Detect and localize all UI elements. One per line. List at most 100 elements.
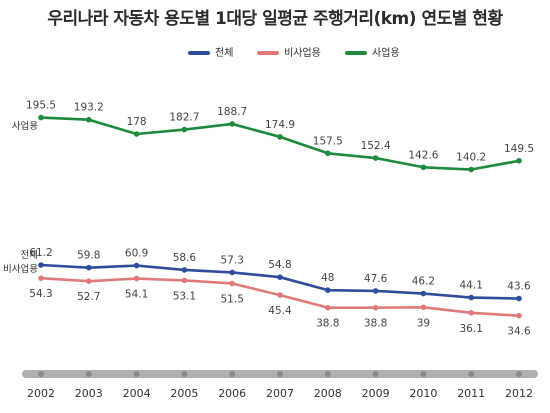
series-label-total: 전체	[21, 250, 38, 261]
data-label: 36.1	[460, 323, 483, 335]
data-point	[86, 116, 92, 123]
legend-swatch-total	[188, 51, 210, 55]
data-label: 60.9	[125, 248, 148, 260]
data-label: 178	[127, 116, 147, 128]
data-point	[420, 290, 427, 297]
data-point	[372, 288, 379, 294]
data-point	[229, 280, 235, 287]
data-point	[38, 114, 44, 121]
x-tick-label: 2006	[218, 387, 246, 400]
x-axis: 2002 2003 2004 2005 2006 2007 2008 2009 2010 2011…	[22, 370, 538, 400]
chart-legend: 전체 비사업용 사업용	[0, 44, 550, 60]
data-point	[86, 264, 92, 271]
x-tick-mark	[516, 371, 522, 377]
data-label: 46.2	[412, 276, 435, 288]
data-label: 188.7	[217, 106, 247, 118]
x-tick-label: 2002	[27, 387, 55, 400]
data-label: 149.5	[504, 143, 534, 155]
data-label: 38.8	[316, 318, 339, 330]
data-label: 195.5	[26, 100, 56, 112]
data-label: 43.6	[507, 281, 531, 293]
data-label: 54.3	[29, 288, 52, 300]
x-tick-mark	[277, 371, 283, 377]
x-tick-mark	[38, 371, 44, 377]
data-label: 152.4	[361, 140, 391, 152]
legend-swatch-business	[345, 51, 367, 55]
data-label: 182.7	[169, 112, 199, 124]
legend-item-nonbusiness: 비사업용	[257, 44, 321, 59]
x-tick-label: 2009	[362, 387, 390, 400]
chart-title: 우리나라 자동차 용도별 1대당 일평균 주행거리(km) 연도별 현황	[47, 9, 503, 29]
data-point	[277, 274, 283, 280]
data-label: 47.6	[364, 273, 388, 285]
data-point	[516, 295, 522, 302]
data-label: 51.5	[221, 293, 244, 305]
data-label: 52.7	[77, 291, 100, 303]
legend-label-business: 사업용	[372, 48, 400, 59]
data-label: 59.8	[77, 250, 100, 262]
data-point	[420, 164, 427, 171]
x-tick-mark	[181, 371, 188, 377]
data-label: 44.1	[460, 280, 483, 292]
data-point	[229, 121, 235, 127]
data-label: 157.5	[313, 135, 343, 147]
data-point	[325, 304, 331, 311]
data-point	[133, 131, 140, 137]
x-tick-mark	[229, 371, 236, 377]
data-point	[420, 304, 427, 311]
x-tick-label: 2005	[170, 387, 198, 400]
data-point	[468, 310, 475, 316]
data-label: 54.1	[125, 289, 148, 301]
x-tick-label: 2004	[123, 387, 151, 400]
data-point	[516, 312, 522, 319]
data-label: 39	[417, 317, 430, 329]
legend-swatch-nonbusiness	[257, 51, 279, 55]
data-point	[181, 277, 188, 284]
data-point	[325, 287, 331, 293]
data-label: 193.2	[74, 102, 104, 114]
data-point	[38, 262, 44, 268]
legend-item-total: 전체	[188, 44, 233, 59]
series-label-nonbusiness: 비사업용	[3, 263, 38, 275]
x-tick-mark	[85, 371, 92, 377]
x-tick-mark	[420, 371, 427, 377]
data-label: 38.8	[364, 318, 387, 330]
data-label: 174.9	[265, 119, 295, 131]
x-tick-mark	[133, 371, 140, 377]
series-label-business: 사업용	[12, 120, 38, 132]
data-point	[133, 262, 140, 269]
legend-label-total: 전체	[215, 48, 234, 59]
data-labels: 61.2 59.8 60.9 58.6 57.3 54.8 48 47.6 46.2 44.1 43…	[26, 100, 534, 338]
data-label: 58.6	[173, 252, 197, 264]
x-tick-label: 2007	[266, 387, 294, 400]
data-label: 61.2	[29, 247, 52, 259]
data-point	[229, 269, 235, 276]
x-tick-label: 2003	[75, 387, 103, 400]
data-label: 140.2	[456, 152, 486, 164]
data-label: 48	[321, 272, 334, 284]
x-tick-label: 2012	[505, 387, 533, 400]
data-point	[372, 304, 379, 311]
data-point	[325, 150, 331, 157]
data-point	[468, 166, 475, 173]
legend-item-business: 사업용	[345, 44, 400, 59]
x-tick-label: 2010	[409, 387, 437, 400]
data-point	[181, 126, 188, 133]
data-point	[86, 278, 92, 284]
data-point	[277, 134, 283, 140]
x-tick-mark	[372, 371, 379, 377]
data-point	[516, 157, 522, 164]
data-label: 53.1	[173, 290, 196, 302]
data-point	[181, 267, 188, 273]
data-point	[468, 294, 475, 301]
data-label: 34.6	[507, 326, 531, 338]
x-tick-label: 2011	[457, 387, 485, 400]
data-point	[38, 275, 44, 281]
data-label: 54.8	[268, 259, 291, 271]
legend-label-nonbusiness: 비사업용	[284, 48, 321, 59]
data-label: 142.6	[408, 149, 438, 161]
series-lines	[38, 114, 522, 319]
data-point	[372, 155, 379, 161]
data-point	[277, 292, 283, 298]
